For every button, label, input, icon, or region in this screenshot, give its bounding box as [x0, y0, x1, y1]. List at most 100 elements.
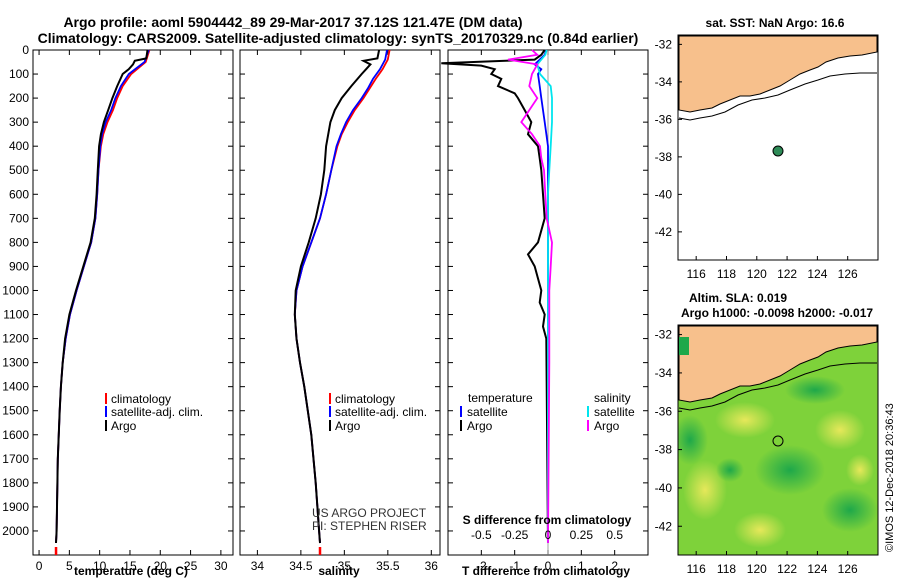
diff-legend-s-satellite: satellite [594, 405, 635, 419]
diff-legend-t-satellite: satellite [467, 405, 508, 419]
sla-blob [846, 454, 874, 486]
salinity-xlabel: salinity [318, 564, 360, 578]
temp-legend-satellite: satellite-adj. clim. [111, 405, 203, 419]
map-lat-tick-label: -40 [655, 481, 673, 495]
map-lon-tick-label: 118 [717, 562, 736, 576]
depth-tick-label: 500 [9, 163, 29, 177]
x-tick-label: 5 [66, 559, 73, 573]
figure-title-line1: Argo profile: aoml 5904442_89 29-Mar-201… [63, 14, 522, 30]
x-tick-label: 0 [545, 559, 552, 573]
sla-blob [822, 488, 878, 532]
map-lon-tick-label: 122 [777, 562, 797, 576]
map-lon-tick-label: 124 [807, 267, 827, 281]
bottom-map [677, 324, 879, 556]
top-map [677, 34, 879, 261]
sal-legend-satellite: satellite-adj. clim. [335, 405, 427, 419]
depth-tick-label: 600 [9, 187, 29, 201]
s-diff-tick-label: 0.5 [606, 528, 623, 542]
depth-tick-label: 800 [9, 235, 29, 249]
depth-tick-label: 1100 [3, 308, 29, 322]
x-tick-label: 0 [36, 559, 43, 573]
map-lat-tick-label: -34 [655, 75, 673, 89]
depth-tick-label: 100 [9, 67, 29, 81]
s-diff-tick-label: -0.5 [471, 528, 492, 542]
x-tick-label: 36 [425, 559, 439, 573]
bottom-map-frame [677, 324, 879, 556]
map-lon-tick-label: 120 [747, 267, 767, 281]
x-tick-label: 30 [214, 559, 228, 573]
sla-blob [716, 458, 744, 482]
salinity-legend: climatology satellite-adj. clim. Argo [329, 392, 427, 433]
map-lat-tick-label: -38 [655, 150, 673, 164]
map-lat-tick-label: -40 [655, 187, 673, 201]
top-map-land [678, 35, 878, 113]
diff-legend-salinity-title: salinity [594, 391, 631, 405]
s-difference-label: S difference from climatology [463, 513, 632, 527]
depth-tick-label: 1900 [2, 500, 29, 514]
t-difference-xlabel: T difference from climatology [462, 564, 630, 578]
depth-tick-label: 0 [22, 43, 29, 57]
top-map-title: sat. SST: NaN Argo: 16.6 [706, 16, 845, 30]
map-lat-tick-label: -36 [655, 404, 673, 418]
top-map-float-marker [772, 145, 784, 157]
map-lat-tick-label: -32 [655, 328, 673, 342]
sla-blob [815, 410, 865, 450]
bottom-map-depth-contour [678, 362, 877, 411]
series-line-t-argo [441, 49, 549, 544]
x-tick-label: -1 [509, 559, 520, 573]
depth-tick-label: 400 [9, 139, 29, 153]
bottom-map-coast-island [679, 337, 689, 355]
project-credit: US ARGO PROJECT [312, 506, 427, 520]
sla-blob [734, 512, 786, 548]
sla-blob [755, 445, 825, 495]
depth-tick-label: 1800 [2, 476, 29, 490]
map-lon-tick-label: 122 [777, 267, 797, 281]
diff-legend-t-argo: Argo [467, 419, 493, 433]
s-diff-tick-label: -0.25 [501, 528, 529, 542]
bottom-map-float-marker [772, 435, 784, 447]
depth-tick-label: 200 [9, 91, 29, 105]
depth-tick-label: 1400 [2, 380, 29, 394]
temp-legend-climatology: climatology [111, 392, 171, 406]
depth-tick-label: 1500 [2, 404, 29, 418]
diff-legend-s-argo: Argo [594, 419, 620, 433]
series-line-satellite-adj-clim- [55, 49, 150, 544]
series-line-argo [55, 49, 149, 544]
x-tick-label: 10 [93, 559, 107, 573]
series-line-argo [293, 49, 381, 544]
temperature-legend: climatology satellite-adj. clim. Argo [105, 392, 203, 433]
top-map-depth-contour [678, 72, 877, 121]
diff-legend-temperature-title: temperature [468, 391, 533, 405]
x-tick-label: 2 [611, 559, 618, 573]
x-tick-label: 34 [251, 559, 265, 573]
map-lon-tick-label: 124 [807, 562, 827, 576]
temperature-plot-frame [32, 49, 234, 556]
sla-blob [683, 460, 727, 520]
bottom-map-land [678, 325, 878, 403]
bottom-map-title-line1: Altim. SLA: 0.019 [689, 291, 787, 305]
bottom-map-title-line2: Argo h1000: -0.0098 h2000: -0.017 [681, 306, 873, 320]
map-lat-tick-label: -38 [655, 443, 673, 457]
temp-legend-argo: Argo [111, 419, 137, 433]
imos-timestamp: ©IMOS 12-Dec-2018 20:36:43 [884, 403, 896, 552]
x-tick-label: 35 [338, 559, 352, 573]
map-lon-tick-label: 116 [687, 267, 706, 281]
x-tick-label: 34.5 [289, 559, 313, 573]
s-diff-tick-label: 0.25 [570, 528, 594, 542]
depth-tick-label: 700 [9, 211, 29, 225]
depth-tick-label: 2000 [2, 524, 29, 538]
map-lat-tick-label: -42 [655, 225, 673, 239]
sla-blob [678, 415, 708, 465]
series-line-climatology [293, 49, 391, 544]
depth-tick-label: 1300 [2, 356, 29, 370]
depth-tick-label: 300 [9, 115, 29, 129]
salinity-plot-frame [239, 49, 441, 556]
depth-tick-label: 1600 [2, 428, 29, 442]
map-lon-tick-label: 126 [838, 562, 858, 576]
x-tick-label: -2 [476, 559, 487, 573]
depth-tick-label: 1000 [2, 283, 29, 297]
depth-tick-label: 1200 [2, 332, 29, 346]
map-lon-tick-label: 120 [747, 562, 767, 576]
map-lat-tick-label: -34 [655, 366, 673, 380]
